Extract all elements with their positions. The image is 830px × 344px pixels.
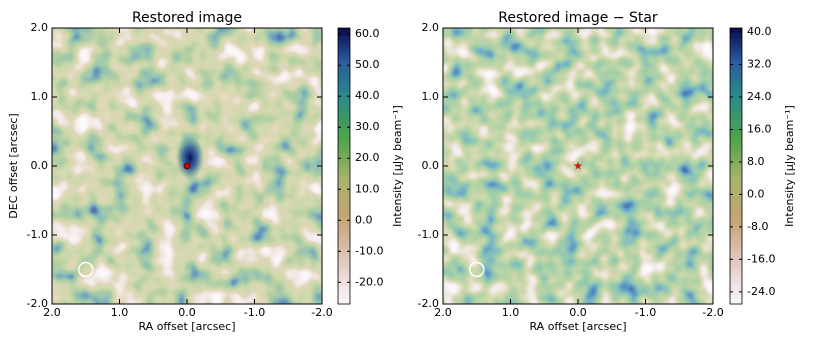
colorbar-tick-label: 16.0 <box>747 122 772 135</box>
y-tick-label: 1.0 <box>422 90 440 103</box>
star-marker <box>183 162 191 170</box>
y-tick-label: -1.0 <box>27 228 48 241</box>
colorbar-tick-label: -24.0 <box>747 285 775 298</box>
y-tick-label: -2.0 <box>418 297 439 310</box>
beam <box>78 261 94 278</box>
colorbar-tick-label: 10.0 <box>355 182 380 195</box>
y-tick-label: -2.0 <box>27 297 48 310</box>
colorbar-tick-label: 50.0 <box>355 58 380 71</box>
colorbar-label: Intensity [μJy beam⁻¹] <box>783 105 796 227</box>
colorbar-tick-label: -8.0 <box>747 220 768 233</box>
colorbar-tick-label: 32.0 <box>747 58 772 71</box>
x-tick-label: 2.0 <box>43 306 61 319</box>
x-tick-label: -1.0 <box>244 306 265 319</box>
y-tick-label: 2.0 <box>422 21 440 34</box>
y-tick-label: -1.0 <box>418 228 439 241</box>
x-tick-label: 1.0 <box>111 306 129 319</box>
y-tick-label: 0.0 <box>422 159 440 172</box>
colorbar-tick-label: -10.0 <box>355 244 383 257</box>
chart-title: Restored image − Star <box>498 10 658 26</box>
colorbar <box>729 27 743 305</box>
chart-title: Restored image <box>132 10 242 26</box>
colorbar-tick-label: 0.0 <box>747 187 765 200</box>
emission-blob <box>176 136 204 180</box>
x-tick-label: 2.0 <box>434 306 452 319</box>
colorbar-tick-label: -20.0 <box>355 275 383 288</box>
colorbar-tick-label: -16.0 <box>747 252 775 265</box>
y-tick-label: 0.0 <box>31 159 49 172</box>
colorbar-label: Intensity [μJy beam⁻¹] <box>391 105 404 227</box>
colorbar-tick-label: 60.0 <box>355 27 380 40</box>
colorbar-tick-label: 24.0 <box>747 90 772 103</box>
x-tick-label: -1.0 <box>635 306 656 319</box>
beam <box>469 261 485 278</box>
y-tick-label: 1.0 <box>31 90 49 103</box>
colorbar-tick-label: 40.0 <box>355 89 380 102</box>
colorbar-tick-label: 8.0 <box>747 155 765 168</box>
y-tick-label: 2.0 <box>31 21 49 34</box>
y-axis-label: DEC offset [arcsec] <box>7 113 20 218</box>
x-tick-label: 1.0 <box>502 306 520 319</box>
x-tick-label: -2.0 <box>702 306 723 319</box>
colorbar-tick-label: 40.0 <box>747 25 772 38</box>
colorbar-tick-label: 0.0 <box>355 213 373 226</box>
x-tick-label: 0.0 <box>178 306 196 319</box>
x-axis-label: RA offset [arcsec] <box>138 320 235 333</box>
colorbar-tick-label: 20.0 <box>355 151 380 164</box>
x-tick-label: 0.0 <box>569 306 587 319</box>
colorbar-tick-label: 30.0 <box>355 120 380 133</box>
colorbar <box>337 27 351 305</box>
star-marker <box>573 161 583 170</box>
x-tick-label: -2.0 <box>311 306 332 319</box>
x-axis-label: RA offset [arcsec] <box>529 320 626 333</box>
